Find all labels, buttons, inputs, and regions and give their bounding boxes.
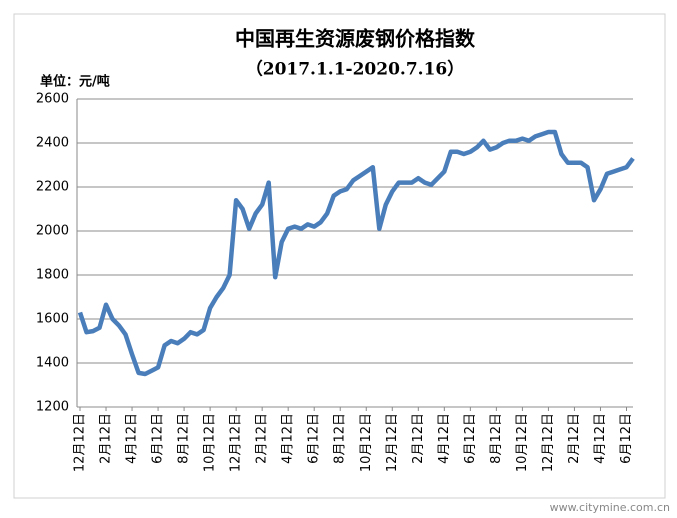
x-tick-label: 6月12日: [307, 413, 322, 464]
chart-subtitle: （2017.1.1-2020.7.16）: [246, 59, 465, 80]
data-line: [77, 129, 635, 377]
x-tick-label: 12月12日: [73, 413, 88, 472]
y-tick-label: 1400: [36, 356, 69, 371]
y-tick-label: 2600: [36, 92, 69, 107]
x-tick-label: 8月12日: [489, 413, 504, 464]
y-tick-label: 2400: [36, 136, 69, 151]
x-tick-label: 6月12日: [151, 413, 166, 464]
x-tick-label: 10月12日: [515, 413, 530, 472]
x-tick-label: 12月12日: [385, 413, 400, 472]
x-tick-label: 2月12日: [255, 413, 270, 464]
x-tick-label: 8月12日: [177, 413, 192, 464]
x-tick-label: 10月12日: [203, 413, 218, 472]
watermark: www.citymine.com.cn: [550, 501, 670, 514]
x-tick-label: 2月12日: [99, 413, 114, 464]
x-tick-label: 8月12日: [333, 413, 348, 464]
chart-title: 中国再生资源废钢价格指数: [235, 27, 476, 51]
x-tick-label: 2月12日: [411, 413, 426, 464]
x-tick-label: 2月12日: [567, 413, 582, 464]
unit-label: 单位：元/吨: [40, 74, 110, 90]
x-tick-label: 10月12日: [359, 413, 374, 472]
y-tick-label: 1200: [36, 400, 69, 415]
y-tick-label: 2200: [36, 180, 69, 195]
x-tick-label: 4月12日: [125, 413, 140, 464]
x-tick-label: 6月12日: [463, 413, 478, 464]
y-tick-label: 1800: [36, 268, 69, 283]
x-tick-label: 12月12日: [229, 413, 244, 472]
x-tick-label: 4月12日: [281, 413, 296, 464]
y-tick-label: 2000: [36, 224, 69, 239]
x-tick-label: 4月12日: [437, 413, 452, 464]
x-tick-label: 6月12日: [619, 413, 634, 464]
x-tick-label: 12月12日: [541, 413, 556, 472]
chart-frame: [13, 13, 666, 499]
x-tick-label: 4月12日: [593, 413, 608, 464]
y-tick-label: 1600: [36, 312, 69, 327]
